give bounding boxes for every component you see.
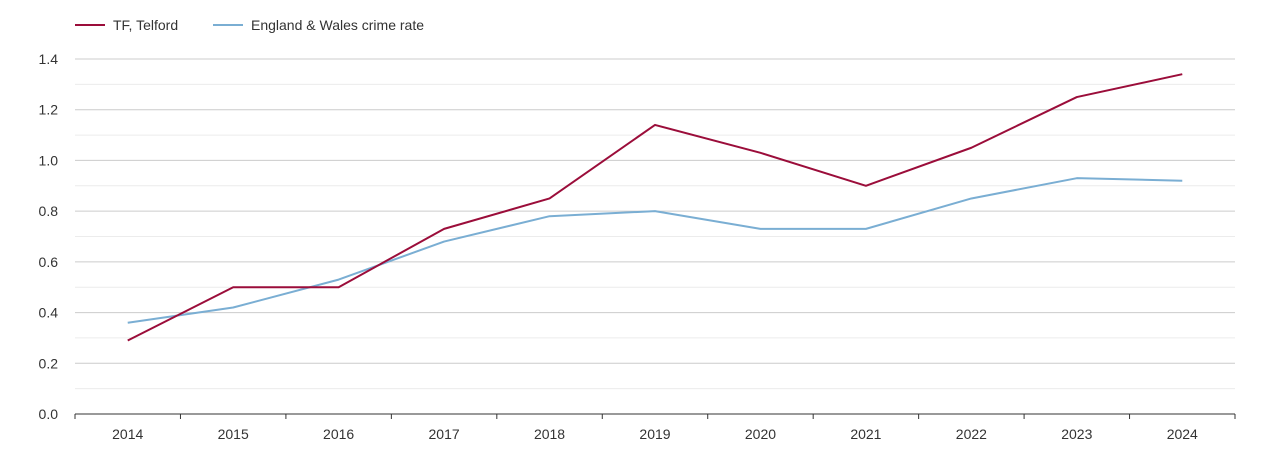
- data-point-telford-2018: [547, 195, 553, 201]
- data-point-telford-2015: [230, 284, 236, 290]
- data-point-england-wales-2018: [547, 213, 553, 219]
- data-point-england-wales-2017: [441, 239, 447, 245]
- x-tick-label: 2018: [534, 426, 565, 442]
- data-point-england-wales-2022: [968, 195, 974, 201]
- data-point-telford-2019: [652, 122, 658, 128]
- data-point-telford-2022: [968, 145, 974, 151]
- data-point-telford-2014: [125, 337, 131, 343]
- x-tick-label: 2023: [1061, 426, 1092, 442]
- y-tick-label: 0.2: [39, 355, 59, 371]
- data-point-england-wales-2021: [863, 226, 869, 232]
- legend: TF, Telford England & Wales crime rate: [75, 17, 424, 33]
- y-tick-label: 0.4: [39, 305, 59, 321]
- legend-label-telford: TF, Telford: [113, 17, 178, 33]
- x-axis: 2014 2015 2016 2017 2018 2019 2020 2021 2022 2023…: [74, 413, 1236, 442]
- x-tick-label: 2024: [1167, 426, 1198, 442]
- series-lines: [125, 71, 1185, 343]
- y-tick-label: 0.8: [39, 203, 59, 219]
- y-axis: 0.0 0.2 0.4 0.6 0.8 1.0 1.2 1.4: [39, 51, 59, 422]
- legend-label-england-wales: England & Wales crime rate: [251, 17, 424, 33]
- data-point-telford-2021: [863, 183, 869, 189]
- y-tick-label: 0.6: [39, 254, 59, 270]
- data-point-england-wales-2019: [652, 208, 658, 214]
- data-point-england-wales-2023: [1074, 175, 1080, 181]
- gridlines: [75, 58, 1235, 390]
- x-tick-label: 2016: [323, 426, 354, 442]
- x-tick-label: 2019: [639, 426, 670, 442]
- x-tick-label: 2022: [956, 426, 987, 442]
- y-tick-label: 1.4: [39, 51, 59, 67]
- data-point-telford-2017: [441, 226, 447, 232]
- y-tick-label: 1.0: [39, 152, 59, 168]
- data-point-england-wales-2024: [1179, 178, 1185, 184]
- data-point-england-wales-2020: [757, 226, 763, 232]
- data-point-telford-2023: [1074, 94, 1080, 100]
- data-point-england-wales-2014: [125, 320, 131, 326]
- data-point-england-wales-2016: [336, 277, 342, 283]
- x-tick-label: 2014: [112, 426, 143, 442]
- x-tick-label: 2021: [850, 426, 881, 442]
- x-tick-label: 2020: [745, 426, 776, 442]
- data-point-telford-2020: [757, 150, 763, 156]
- x-tick-label: 2017: [429, 426, 460, 442]
- series-line-telford: [127, 73, 1183, 342]
- x-tick-label: 2015: [218, 426, 249, 442]
- data-point-telford-2024: [1179, 71, 1185, 77]
- y-tick-label: 1.2: [39, 102, 59, 118]
- data-point-england-wales-2015: [230, 305, 236, 311]
- data-point-telford-2016: [336, 284, 342, 290]
- series-line-england-wales: [127, 177, 1183, 324]
- y-tick-label: 0.0: [39, 406, 59, 422]
